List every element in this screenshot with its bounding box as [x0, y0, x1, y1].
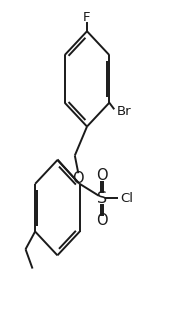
Text: O: O [97, 213, 108, 228]
Text: O: O [97, 168, 108, 183]
Text: F: F [83, 11, 91, 24]
Text: S: S [97, 191, 107, 206]
Text: Br: Br [117, 105, 131, 118]
Text: O: O [73, 171, 84, 185]
Text: Cl: Cl [121, 192, 134, 205]
